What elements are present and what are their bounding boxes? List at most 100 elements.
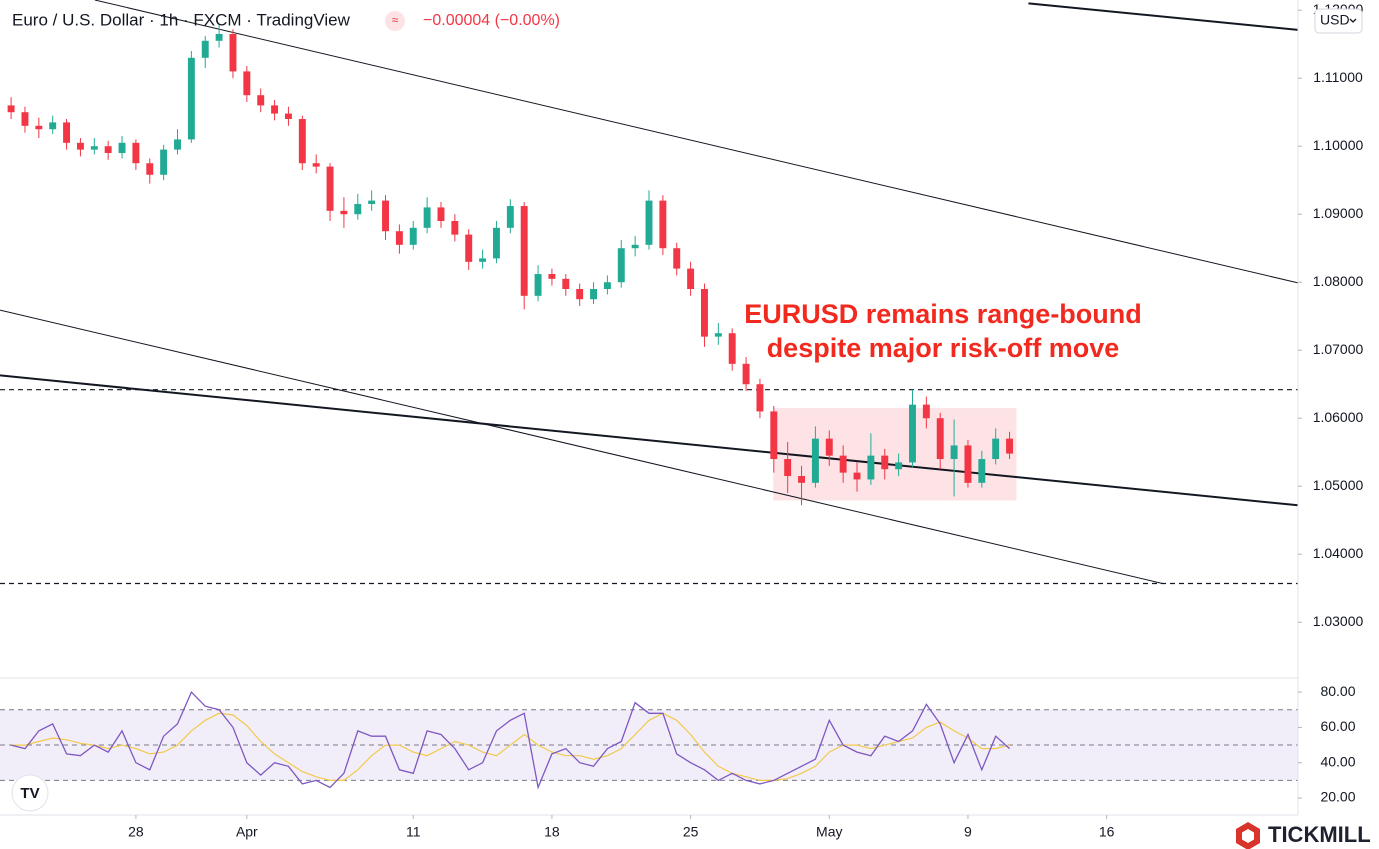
x-tick-label: May bbox=[816, 824, 842, 840]
currency-label: USD bbox=[1320, 12, 1350, 28]
rsi-line bbox=[10, 690, 1011, 790]
candle-body bbox=[118, 142, 126, 154]
candle-body bbox=[284, 113, 292, 120]
plot-layer bbox=[0, 0, 1299, 790]
candle-body bbox=[909, 404, 916, 463]
x-tick-label: 16 bbox=[1099, 824, 1115, 840]
candle-body bbox=[853, 472, 861, 480]
candle-body bbox=[63, 122, 71, 143]
candle-body bbox=[187, 57, 195, 140]
trend-line bbox=[1028, 2, 1299, 31]
y-tick-label: 1.10000 bbox=[1313, 137, 1364, 153]
candle-body bbox=[756, 384, 764, 412]
rsi-tick-label: 20.00 bbox=[1320, 789, 1355, 805]
candle-body bbox=[617, 248, 625, 283]
rsi-tick-label: 80.00 bbox=[1320, 683, 1355, 699]
currency-caret bbox=[1349, 18, 1357, 23]
axes-layer: 1.03000 1.04000 1.05000 1.06000 1.07000 1.080… bbox=[128, 1, 1363, 840]
annotation: despite major risk-off move bbox=[767, 333, 1120, 363]
candle-body bbox=[964, 445, 972, 483]
candle-body bbox=[354, 204, 362, 215]
candle-body bbox=[603, 282, 611, 290]
candle-body bbox=[950, 445, 958, 460]
candle-body bbox=[590, 289, 597, 300]
indicator-glyph: ≈ bbox=[392, 13, 399, 27]
y-tick-label: 1.07000 bbox=[1313, 341, 1364, 357]
candle-body bbox=[520, 206, 528, 296]
candle-body bbox=[35, 125, 43, 130]
candle-body bbox=[978, 459, 986, 483]
candle-body bbox=[742, 363, 750, 385]
candle-body bbox=[229, 34, 237, 72]
candle-body bbox=[881, 455, 889, 470]
candle-body bbox=[160, 149, 168, 175]
x-tick-label: 18 bbox=[544, 824, 560, 840]
candle-body bbox=[825, 438, 833, 456]
candle-body bbox=[576, 289, 584, 300]
brand-name: TICKMILL bbox=[1268, 822, 1371, 847]
candle-body bbox=[340, 210, 348, 215]
candle-body bbox=[687, 268, 695, 290]
indicator-icon[interactable] bbox=[385, 11, 405, 31]
candle-body bbox=[673, 248, 681, 269]
candle-body bbox=[811, 438, 819, 483]
candle-body bbox=[174, 139, 181, 150]
candle-body bbox=[21, 112, 29, 126]
y-tick-label: 1.05000 bbox=[1313, 477, 1364, 493]
candle-body bbox=[423, 207, 431, 228]
y-tick-label: 1.04000 bbox=[1313, 545, 1364, 561]
candle-body bbox=[728, 333, 736, 364]
y-tick-label: 1.09000 bbox=[1313, 205, 1364, 221]
candle-body bbox=[631, 244, 639, 249]
candle-body bbox=[506, 206, 514, 228]
candle-body bbox=[714, 333, 722, 337]
candle-body bbox=[701, 289, 708, 337]
candle-body bbox=[437, 207, 445, 222]
candle-body bbox=[867, 455, 875, 480]
y-tick-label: 1.08000 bbox=[1313, 273, 1364, 289]
candle-body bbox=[201, 40, 209, 58]
candle-body bbox=[132, 142, 140, 164]
candle-body bbox=[90, 146, 98, 150]
symbol-title: Euro / U.S. Dollar · 1h · FXCM · Trading… bbox=[12, 10, 351, 29]
tv-logo[interactable] bbox=[11, 774, 49, 812]
currency-button[interactable] bbox=[1314, 8, 1363, 34]
candle-body bbox=[645, 200, 653, 245]
candle-body bbox=[76, 142, 84, 150]
candle-body bbox=[326, 166, 334, 211]
candle-body bbox=[49, 122, 57, 130]
candle-body bbox=[395, 231, 403, 245]
candle-body bbox=[271, 105, 279, 114]
annotation: EURUSD remains range-bound bbox=[744, 299, 1142, 329]
candle-body bbox=[104, 146, 112, 154]
candle-body bbox=[770, 411, 778, 460]
trend-line bbox=[94, 0, 1299, 284]
candle-body bbox=[382, 200, 389, 232]
brand-mark-inner bbox=[1242, 829, 1254, 843]
y-tick-label: 1.06000 bbox=[1313, 409, 1364, 425]
y-tick-label: 1.11000 bbox=[1313, 69, 1363, 85]
trend-line bbox=[0, 309, 1163, 584]
x-tick-label: 11 bbox=[406, 824, 421, 840]
candle-body bbox=[465, 234, 473, 262]
candle-body bbox=[922, 404, 930, 419]
price-change: −0.00004 (−0.00%) bbox=[423, 12, 560, 29]
rsi-tick-label: 40.00 bbox=[1320, 753, 1355, 769]
candle-body bbox=[1006, 438, 1014, 454]
candle-body bbox=[659, 200, 667, 249]
candle-body bbox=[936, 418, 944, 460]
candle-body bbox=[312, 163, 320, 167]
candle-body bbox=[534, 274, 542, 296]
trend-line bbox=[0, 374, 1299, 507]
candle-body bbox=[479, 258, 487, 262]
candle-body bbox=[562, 278, 570, 290]
candle-body bbox=[492, 227, 500, 259]
range-box bbox=[773, 408, 1017, 501]
candle-body bbox=[409, 227, 417, 245]
x-tick-label: 9 bbox=[964, 824, 972, 840]
x-tick-label: 25 bbox=[683, 824, 699, 840]
candle-body bbox=[784, 459, 792, 477]
